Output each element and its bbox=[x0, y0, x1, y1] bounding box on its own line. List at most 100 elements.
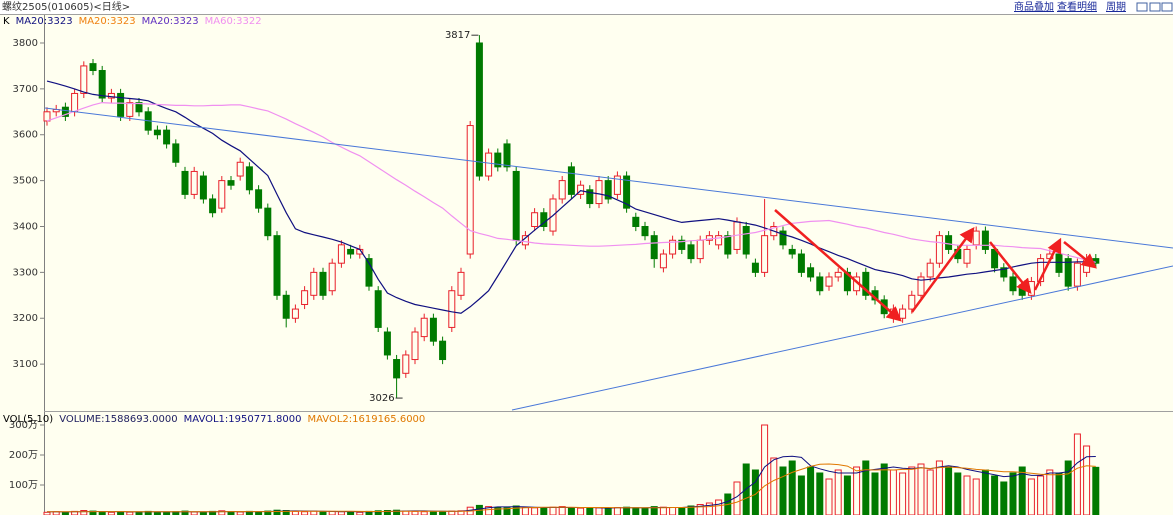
trend-line bbox=[44, 107, 1173, 249]
candle-body bbox=[264, 207, 272, 237]
volume-bar bbox=[273, 509, 281, 515]
candle-body bbox=[117, 92, 125, 117]
volume-bar bbox=[705, 502, 713, 515]
candle-body bbox=[466, 125, 474, 255]
marks: 3100 3200 3300 3400 3500 3600 3700 3800 3817 3026… bbox=[3, 16, 1100, 515]
arrow bbox=[1063, 241, 1097, 269]
candle-body bbox=[227, 180, 235, 186]
link[interactable]: 周期 bbox=[1106, 1, 1126, 13]
candle-body bbox=[650, 235, 658, 260]
candle-body bbox=[613, 175, 621, 195]
volume-bar bbox=[843, 475, 851, 515]
drawn-arrows bbox=[774, 209, 1097, 322]
candle-body bbox=[981, 230, 989, 250]
legend-entry: MAVOL2:1619165.6000 bbox=[307, 414, 425, 425]
candle-body bbox=[604, 180, 612, 200]
volume-bar bbox=[751, 469, 759, 515]
candle-body bbox=[512, 170, 520, 241]
candle-body bbox=[282, 294, 290, 319]
candle-body bbox=[1073, 262, 1081, 287]
ma-line bbox=[46, 101, 1096, 263]
volume-bar bbox=[1092, 466, 1100, 515]
candle-body bbox=[586, 189, 594, 205]
volume-bar bbox=[494, 507, 502, 515]
volume-bar bbox=[1083, 445, 1091, 515]
y-tick-label: 200万 bbox=[9, 450, 38, 461]
candle-body bbox=[1055, 253, 1063, 273]
volume-bar bbox=[1027, 478, 1035, 515]
legend-entry: MA20:3323 bbox=[79, 16, 136, 27]
volume-bar bbox=[825, 478, 833, 515]
volume-bar bbox=[181, 510, 189, 515]
y-tick-label: 3400 bbox=[13, 221, 38, 232]
window-button[interactable] bbox=[1161, 2, 1173, 12]
volume-bar bbox=[1064, 460, 1072, 515]
candle-body bbox=[475, 42, 483, 177]
candle-body bbox=[742, 225, 750, 255]
y-tick-label: 3800 bbox=[13, 38, 38, 49]
volume-bar bbox=[991, 475, 999, 515]
volume-bar bbox=[779, 466, 787, 515]
volume-bar bbox=[733, 481, 741, 515]
window-button[interactable] bbox=[1149, 2, 1161, 12]
legend-entry: MA20:3323 bbox=[142, 16, 199, 27]
candle-body bbox=[669, 239, 677, 255]
candle-body bbox=[457, 271, 465, 296]
volume-bar bbox=[981, 469, 989, 515]
volume-bar bbox=[1009, 472, 1017, 515]
volume-bar bbox=[577, 507, 585, 515]
candle-body bbox=[218, 180, 226, 209]
candle-body bbox=[310, 271, 318, 296]
drawn-trendlines bbox=[44, 107, 1173, 411]
volume-bar bbox=[558, 506, 566, 515]
candle-body bbox=[485, 152, 493, 177]
candle-body bbox=[80, 65, 88, 94]
window-button[interactable] bbox=[1136, 2, 1148, 12]
volume-bar bbox=[935, 460, 943, 515]
trend-line bbox=[511, 265, 1173, 411]
candle-body bbox=[135, 102, 143, 113]
candle-body bbox=[1092, 258, 1100, 264]
candle-body bbox=[862, 271, 870, 296]
legend-entry: K bbox=[3, 16, 10, 27]
candle-body bbox=[199, 175, 207, 200]
volume-bar bbox=[899, 472, 907, 515]
candle-body bbox=[945, 235, 953, 250]
candle-body bbox=[632, 216, 640, 227]
candle-body bbox=[659, 253, 667, 269]
candle-body bbox=[337, 244, 345, 264]
volume-bar bbox=[669, 507, 677, 515]
y-tick-label: 3700 bbox=[13, 84, 38, 95]
y-tick-label: 3300 bbox=[13, 267, 38, 278]
volume-bar bbox=[659, 506, 667, 515]
volume-bar bbox=[917, 463, 925, 515]
volume-bar bbox=[788, 460, 796, 515]
candle-body bbox=[328, 262, 336, 292]
y-tick-label: 3200 bbox=[13, 313, 38, 324]
link[interactable]: 查看明细 bbox=[1057, 0, 1097, 13]
legend-entry: MA60:3322 bbox=[205, 16, 262, 27]
candle-body bbox=[43, 111, 51, 122]
volume-bar bbox=[834, 469, 842, 515]
candle-body bbox=[972, 230, 980, 246]
volume-bar bbox=[862, 460, 870, 515]
candle-body bbox=[301, 290, 309, 305]
candle-body bbox=[899, 308, 907, 319]
candle-body bbox=[715, 235, 723, 246]
volume-bar bbox=[963, 475, 971, 515]
candle-body bbox=[834, 271, 842, 278]
candle-body bbox=[420, 317, 428, 338]
volume-bar bbox=[1018, 466, 1026, 515]
ma-line bbox=[46, 80, 1096, 314]
candle-body bbox=[126, 102, 134, 117]
candle-body bbox=[935, 235, 943, 264]
candle-body bbox=[687, 244, 695, 260]
candle-body bbox=[788, 248, 796, 255]
volume-bar bbox=[880, 463, 888, 515]
volume-bar bbox=[816, 472, 824, 515]
volume-bar bbox=[1000, 481, 1008, 515]
candle-body bbox=[531, 212, 539, 227]
link[interactable]: 商品叠加 bbox=[1014, 0, 1054, 13]
volume-bar bbox=[853, 466, 861, 515]
